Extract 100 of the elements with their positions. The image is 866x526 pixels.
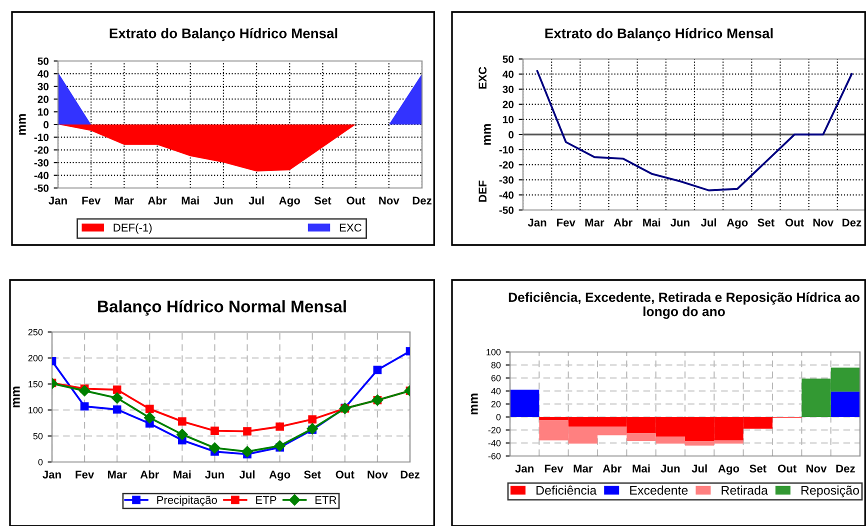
x-tick-label: Jul <box>239 470 255 478</box>
line-series <box>536 70 853 192</box>
x-tick-label: Abr <box>140 470 160 478</box>
point <box>112 386 122 394</box>
x-tick-label: Dez <box>836 464 855 472</box>
y-tick-label: 60 <box>491 374 501 382</box>
x-tick-label: Mar <box>574 464 593 472</box>
point <box>145 404 154 414</box>
x-tick-label: Fev <box>544 464 564 472</box>
chart-title: Balanço Hídrico Normal Mensal <box>98 300 346 316</box>
x-tick-label: Set <box>750 464 766 472</box>
y-tick-label: -50 <box>499 206 514 214</box>
x-tick-label: Jul <box>692 464 707 472</box>
y-tick-label: -30 <box>34 159 49 166</box>
x-tick-label: Mai <box>174 470 191 478</box>
x-tick-label: Mar <box>108 470 127 478</box>
x-tick-label: Mai <box>632 464 650 472</box>
legend-label: ETR <box>316 496 336 504</box>
y-tick-label: 50 <box>502 56 514 63</box>
y-tick-label: 20 <box>491 400 501 408</box>
y-tick-label: 200 <box>28 354 43 362</box>
x-tick-label: Mar <box>115 196 134 204</box>
point <box>210 426 219 435</box>
x-tick-label: Dez <box>412 196 432 204</box>
y-tick-label: 0 <box>38 458 43 466</box>
chart-title: Deficiência, Excedente, Retirada e Reposição Hídrica ao longo do ano <box>508 292 860 319</box>
point <box>243 427 252 436</box>
y-tick-label: 100 <box>28 406 43 414</box>
legend-label: EXC <box>340 224 362 232</box>
bar <box>830 392 860 417</box>
chart-title: Extrato do Balanço Hídrico Mensal <box>110 28 338 42</box>
y-tick-label: 80 <box>491 362 501 368</box>
x-tick-label: Mai <box>643 218 660 226</box>
point <box>111 392 123 404</box>
x-tick-label: Ago <box>269 470 290 481</box>
y-tick-label: -40 <box>488 440 501 446</box>
y-tick-label: 10 <box>38 108 49 116</box>
point <box>306 423 318 434</box>
y-tick-label: 30 <box>38 82 49 90</box>
legend-label: Deficiência <box>536 486 597 495</box>
x-tick-label: Abr <box>602 464 622 472</box>
legend-label: Retirada <box>722 486 768 495</box>
y-tick-label: 50 <box>33 432 43 440</box>
chart-title: Extrato do Balanço Hídrico Mensal <box>545 28 773 42</box>
legend-label: Reposição <box>801 486 859 498</box>
text: EXC <box>478 66 487 89</box>
point <box>80 402 89 411</box>
point <box>144 412 156 424</box>
x-tick-label: Out <box>778 464 797 472</box>
y-tick-label: -20 <box>488 426 501 434</box>
x-tick-label: Dez <box>400 470 420 478</box>
y-tick-label: -20 <box>34 146 49 154</box>
y-tick-label: -10 <box>34 134 49 142</box>
y-tick-label: 40 <box>38 70 49 78</box>
y-tick-label: 0 <box>496 414 501 420</box>
x-tick-label: Ago <box>279 196 300 207</box>
x-tick-label: Mar <box>585 218 604 226</box>
y-tick-label: 100 <box>486 348 501 356</box>
x-tick-label: Out <box>346 196 366 204</box>
text: DEF <box>478 180 486 202</box>
bar <box>510 390 540 417</box>
x-tick-label: Set <box>304 470 321 478</box>
x-tick-label: Jan <box>48 196 67 204</box>
point <box>209 442 220 454</box>
y-tick-label: 20 <box>38 96 49 103</box>
y-axis-title: mm <box>471 394 478 414</box>
point <box>78 385 90 396</box>
x-tick-label: Abr <box>148 196 167 204</box>
x-tick-label: Jan <box>42 470 61 478</box>
x-tick-label: Nov <box>806 464 827 472</box>
y-tick-label: 0 <box>508 131 514 138</box>
x-tick-label: Out <box>785 218 804 226</box>
y-tick-label: 150 <box>28 380 43 388</box>
y-tick-label: -30 <box>499 176 514 184</box>
y-tick-label: 30 <box>502 86 514 94</box>
x-tick-label: Jul <box>248 196 264 204</box>
y-tick-label: -40 <box>499 191 514 199</box>
y-tick-label: 40 <box>491 388 501 394</box>
x-tick-label: Set <box>314 196 332 204</box>
x-tick-label: Dez <box>842 218 862 226</box>
x-tick-label: Ago <box>718 464 740 475</box>
x-tick-label: Jun <box>205 470 224 478</box>
y-tick-label: 250 <box>28 328 43 336</box>
x-tick-label: Mai <box>182 196 199 204</box>
point <box>178 417 186 426</box>
x-tick-label: Nov <box>379 196 400 204</box>
x-tick-label: Out <box>336 470 354 478</box>
y-tick-label: 10 <box>503 116 514 124</box>
x-tick-label: Fev <box>82 196 101 204</box>
x-tick-label: Nov <box>368 470 388 478</box>
y-axis-title: mm <box>19 114 26 135</box>
y-tick-label: -50 <box>34 184 49 192</box>
legend-label: Excedente <box>630 486 688 495</box>
point <box>274 440 286 452</box>
point <box>276 422 284 431</box>
legend-label: ETP <box>256 496 276 504</box>
x-tick-label: Jul <box>700 218 716 226</box>
legend-label: Precipitação <box>157 496 217 506</box>
x-tick-label: Jun <box>660 464 680 472</box>
x-tick-label: Fev <box>76 470 94 478</box>
